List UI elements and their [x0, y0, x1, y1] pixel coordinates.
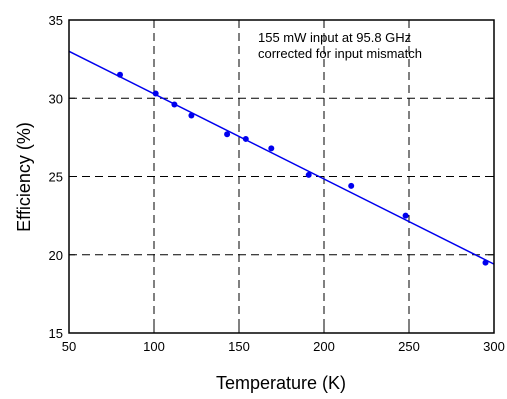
- x-tick-labels: 50 100 150 200 250 300: [62, 339, 505, 354]
- data-point: [402, 212, 409, 219]
- y-axis-title: Efficiency (%): [14, 122, 34, 232]
- x-tick-label: 300: [483, 339, 505, 354]
- data-point: [242, 135, 249, 142]
- data-point: [117, 71, 123, 78]
- data-point: [152, 90, 159, 97]
- y-tick-labels: 15 20 25 30 35: [49, 13, 63, 341]
- data-point: [348, 182, 355, 189]
- data-point: [268, 145, 275, 152]
- x-tick-label: 250: [398, 339, 420, 354]
- x-axis-title: Temperature (K): [216, 373, 346, 393]
- data-point: [224, 131, 231, 138]
- y-tick-label: 15: [49, 326, 63, 341]
- x-tick-label: 200: [313, 339, 335, 354]
- y-tick-label: 35: [49, 13, 63, 28]
- x-tick-label: 100: [143, 339, 165, 354]
- annotation-line-2: corrected for input mismatch: [258, 46, 422, 61]
- annotation-line-1: 155 mW input at 95.8 GHz: [258, 30, 411, 45]
- y-tick-label: 30: [49, 91, 63, 106]
- data-point: [171, 101, 178, 108]
- fit-line: [68, 50, 495, 265]
- grid: [69, 20, 494, 333]
- y-tick-label: 20: [49, 248, 63, 263]
- ticks: [68, 19, 495, 334]
- data-point: [482, 259, 489, 266]
- data-point: [188, 112, 195, 119]
- data-point: [305, 171, 312, 178]
- x-tick-label: 50: [62, 339, 76, 354]
- fit-line-group: [68, 50, 495, 265]
- y-tick-label: 25: [49, 170, 63, 185]
- data-points: [117, 71, 489, 266]
- x-tick-label: 150: [228, 339, 250, 354]
